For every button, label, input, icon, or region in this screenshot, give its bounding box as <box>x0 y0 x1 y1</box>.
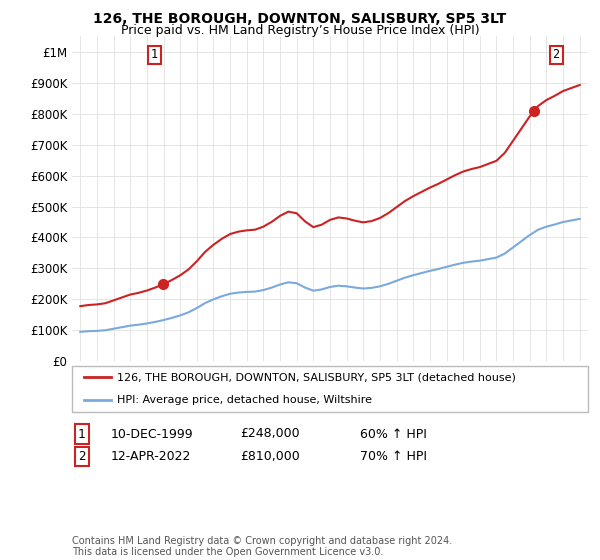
Text: 60% ↑ HPI: 60% ↑ HPI <box>360 427 427 441</box>
Text: Price paid vs. HM Land Registry’s House Price Index (HPI): Price paid vs. HM Land Registry’s House … <box>121 24 479 37</box>
Text: £248,000: £248,000 <box>240 427 299 441</box>
Text: 10-DEC-1999: 10-DEC-1999 <box>111 427 194 441</box>
Text: 12-APR-2022: 12-APR-2022 <box>111 450 191 463</box>
Text: 1: 1 <box>78 427 86 441</box>
Text: Contains HM Land Registry data © Crown copyright and database right 2024.
This d: Contains HM Land Registry data © Crown c… <box>72 535 452 557</box>
Text: HPI: Average price, detached house, Wiltshire: HPI: Average price, detached house, Wilt… <box>117 395 372 405</box>
Text: 126, THE BOROUGH, DOWNTON, SALISBURY, SP5 3LT (detached house): 126, THE BOROUGH, DOWNTON, SALISBURY, SP… <box>117 372 516 382</box>
Text: 2: 2 <box>553 49 560 62</box>
Text: 70% ↑ HPI: 70% ↑ HPI <box>360 450 427 463</box>
Text: 126, THE BOROUGH, DOWNTON, SALISBURY, SP5 3LT: 126, THE BOROUGH, DOWNTON, SALISBURY, SP… <box>94 12 506 26</box>
Text: 2: 2 <box>78 450 86 463</box>
Text: £810,000: £810,000 <box>240 450 300 463</box>
Text: 1: 1 <box>151 49 158 62</box>
